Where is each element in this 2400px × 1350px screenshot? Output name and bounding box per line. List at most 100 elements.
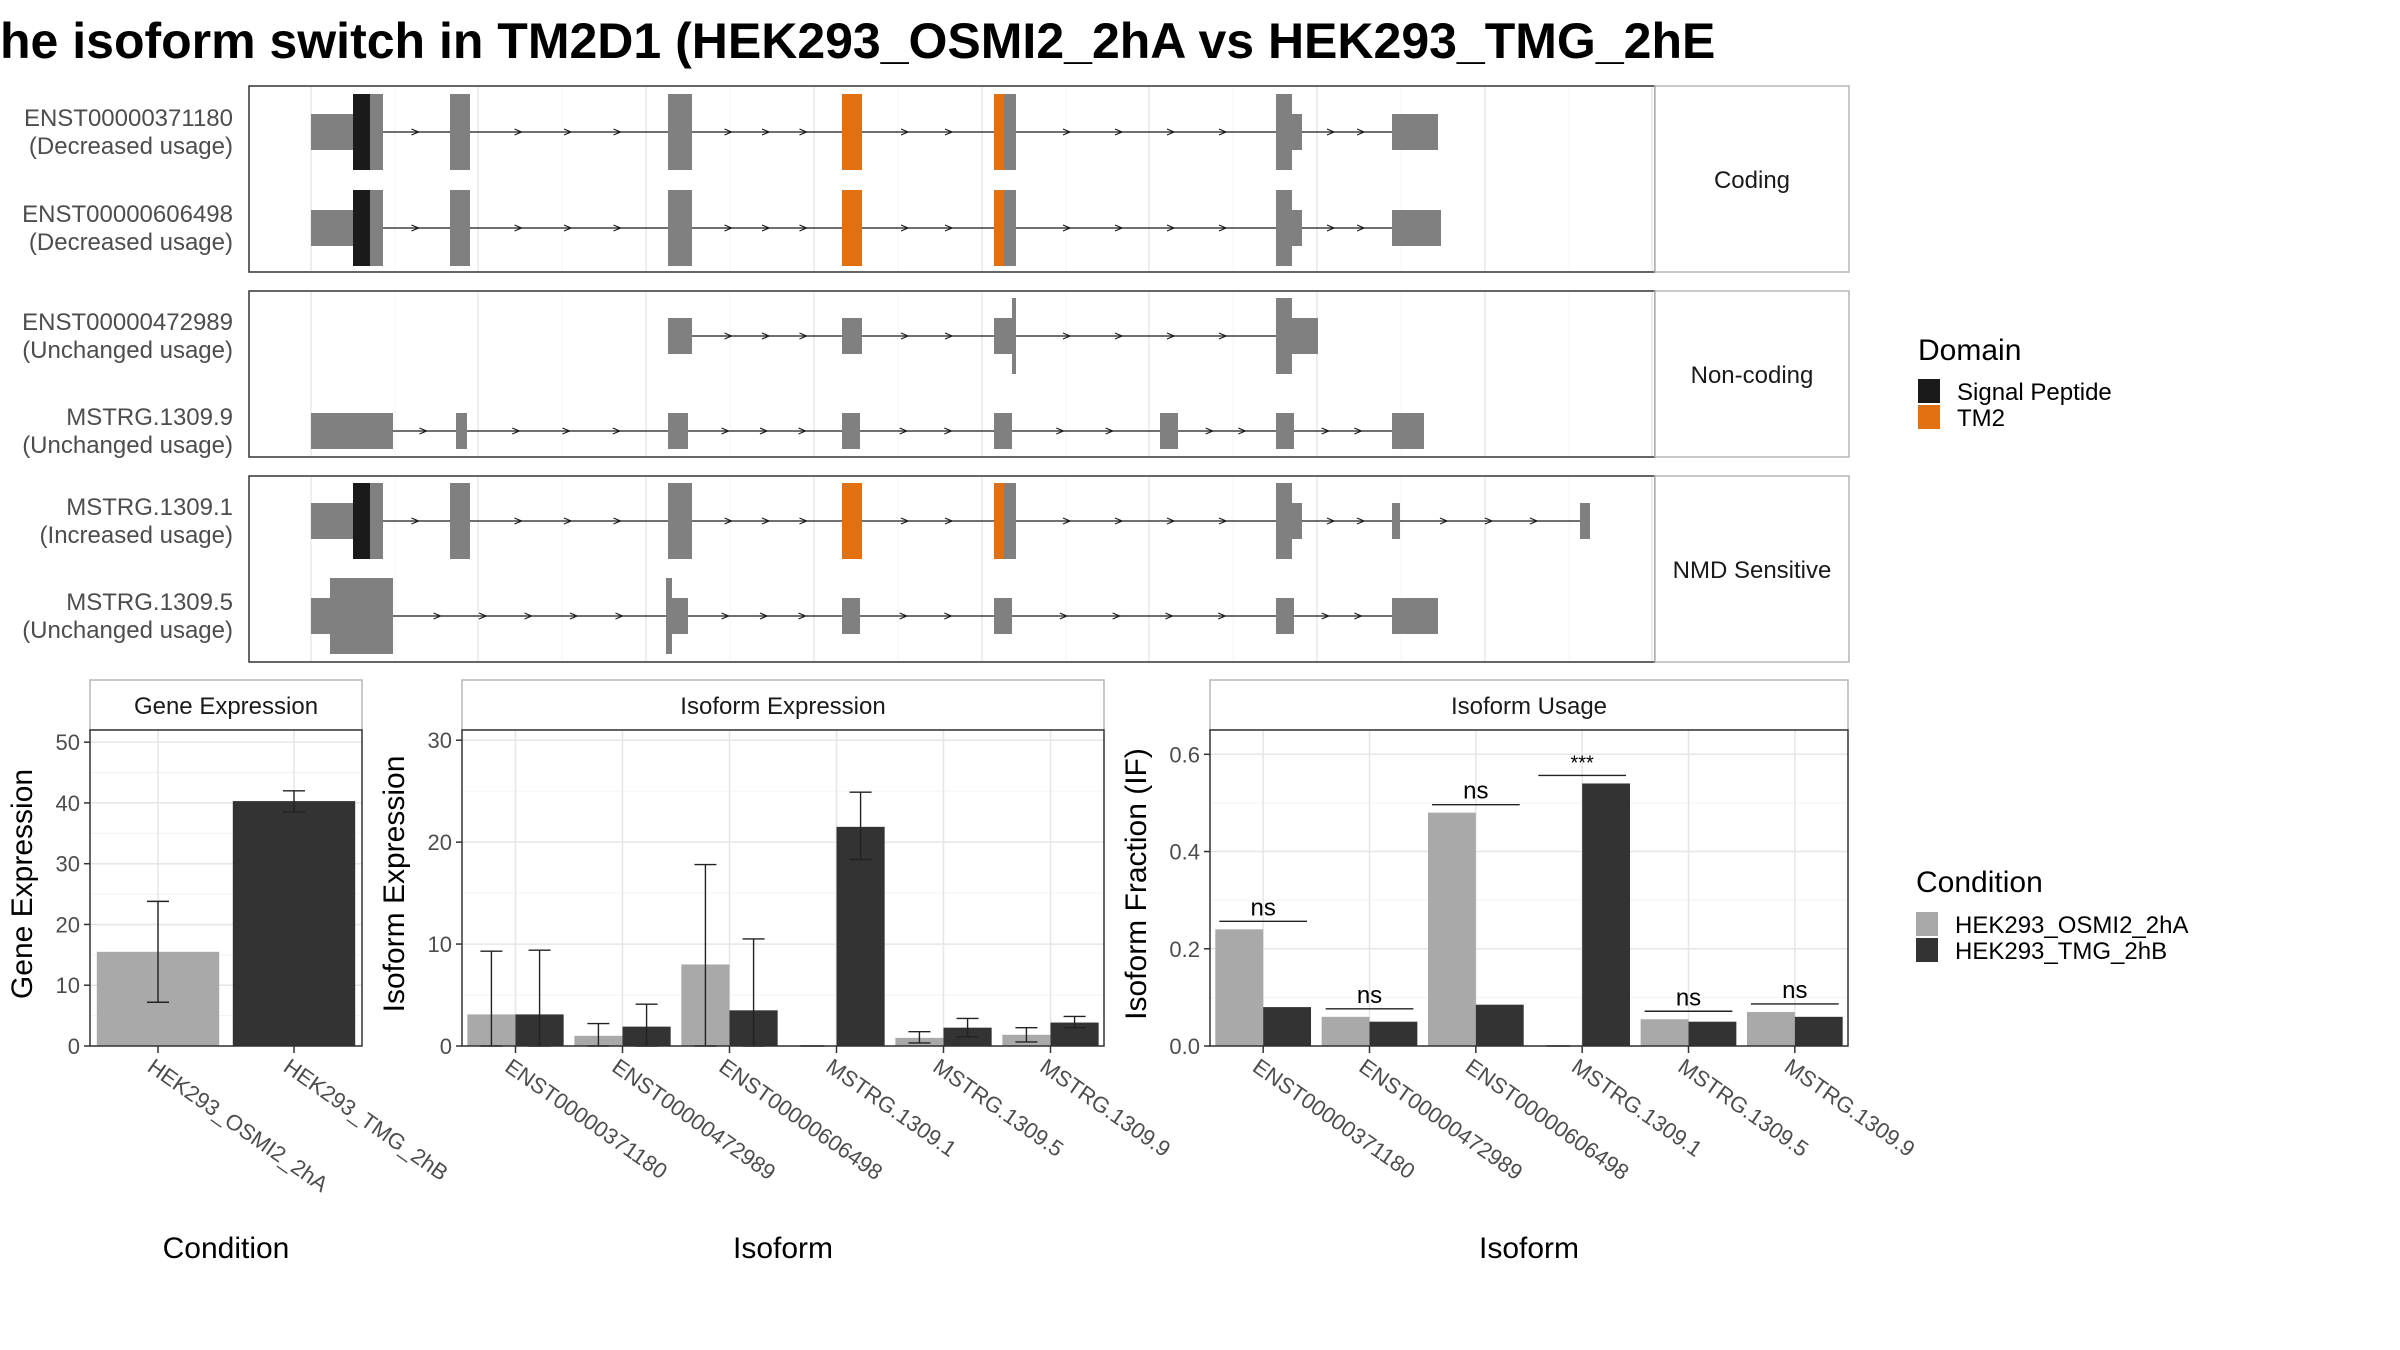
y-tick-label: 10 [56,973,80,998]
y-tick-label: 0 [68,1034,80,1059]
gene-expression-strip [89,679,363,731]
intron-arrow [1166,517,1176,525]
intron-arrow [1326,517,1336,525]
exon [666,578,672,654]
intron-arrow [411,128,421,136]
figure-title: he isoform switch in TM2D1 (HEK293_OSMI2… [0,13,1715,69]
transcript-usage-label: (Unchanged usage) [22,617,233,644]
intron-arrow [759,427,769,435]
gene-expression-xlabel: Condition [163,1232,290,1265]
bar [1746,1011,1795,1046]
intron-arrow [761,128,771,136]
exon [668,413,688,449]
intron-arrow [944,332,954,340]
transcript-model [311,578,1438,654]
exon [450,94,470,170]
exon [1276,190,1292,266]
intron-arrow [563,224,573,232]
intron-arrow [944,612,953,620]
transcript-model [311,190,1441,266]
significance-label: ns [1463,778,1488,805]
y-tick-label: 10 [428,932,452,957]
intron-arrow [514,517,524,525]
intron-arrow [563,517,573,525]
y-tick-label: 30 [56,852,80,877]
transcript-id-label: ENST00000472989 [22,309,233,336]
intron-arrow [1062,128,1072,136]
significance-label: ns [1250,894,1275,921]
intron-arrow [899,612,909,620]
intron-arrow [1218,332,1228,340]
coding-strip [1654,85,1850,273]
y-tick-label: 20 [428,830,452,855]
plot-background [1210,730,1848,1046]
y-tick-label: 50 [56,730,80,755]
transcript-usage-label: (Unchanged usage) [22,337,233,364]
intron-arrow [721,612,731,620]
intron-arrow [900,332,910,340]
intron-arrow [514,128,524,136]
exon [1292,503,1302,539]
intron-arrow [569,612,579,620]
intron-arrow [724,332,734,340]
intron-arrow [1105,427,1115,435]
tm2-exon [842,483,862,559]
exon [1004,94,1016,170]
intron-arrow [1356,517,1366,525]
transcript-usage-label: (Decreased usage) [29,133,233,160]
exon [668,483,692,559]
exon [370,190,383,266]
intron-arrow [1112,612,1122,620]
intron-arrow [612,427,622,435]
condition-legend: Condition HEK293_OSMI2_2hA HEK293_TMG_2h… [1916,866,2188,965]
condition-legend-title: Condition [1916,866,2043,899]
exon [1276,298,1292,374]
exon [994,598,1012,634]
exon [1392,210,1441,246]
noncoding-strip-label: Non-coding [1691,362,1814,389]
intron-arrow [1356,128,1366,136]
signal-peptide-legend-label: Signal Peptide [1957,379,2112,406]
isoform-expression-plot: 0102030ENST00000371180ENST00000472989ENS… [428,728,1176,1185]
transcript-usage-label: (Increased usage) [40,522,233,549]
intron-arrow [1238,427,1247,435]
exon [1580,503,1590,539]
condition-b-legend-label: HEK293_TMG_2hB [1955,938,2167,965]
bar [1794,1016,1843,1046]
bar [1215,929,1264,1046]
exon [1160,413,1178,449]
bar [1427,812,1476,1046]
y-tick-label: 0.2 [1169,937,1200,962]
intron-arrow [1059,612,1069,620]
intron-arrow [512,427,521,435]
intron-arrow [1165,612,1174,620]
intron-arrow [759,612,769,620]
y-tick-label: 0.0 [1169,1034,1200,1059]
intron-arrow [1354,612,1363,620]
intron-arrow [899,427,909,435]
condition-a-swatch [1916,912,1938,936]
intron-arrow [1356,224,1366,232]
condition-a-legend-label: HEK293_OSMI2_2hA [1955,912,2188,939]
exon [994,318,1012,354]
exon [1276,483,1292,559]
bar [836,826,885,1046]
intron-arrow [615,612,625,620]
intron-arrow [900,224,910,232]
intron-arrow [433,612,443,620]
domain-legend: Domain Signal Peptide TM2 [1918,334,2112,432]
nmd-strip [1654,475,1850,663]
intron-arrow [944,427,953,435]
exon [330,578,393,654]
exon [1392,503,1400,539]
exon [1292,114,1302,150]
intron-arrow [799,224,809,232]
isoform-usage-ylabel: Isoform Fraction (IF) [1120,748,1153,1020]
bar [1475,1004,1524,1046]
transcript-labels: ENST00000371180 (Decreased usage) ENST00… [22,105,233,644]
intron-arrow [524,612,534,620]
condition-b-swatch [1916,938,1938,962]
intron-arrow [944,128,954,136]
intron-arrow [1218,224,1228,232]
